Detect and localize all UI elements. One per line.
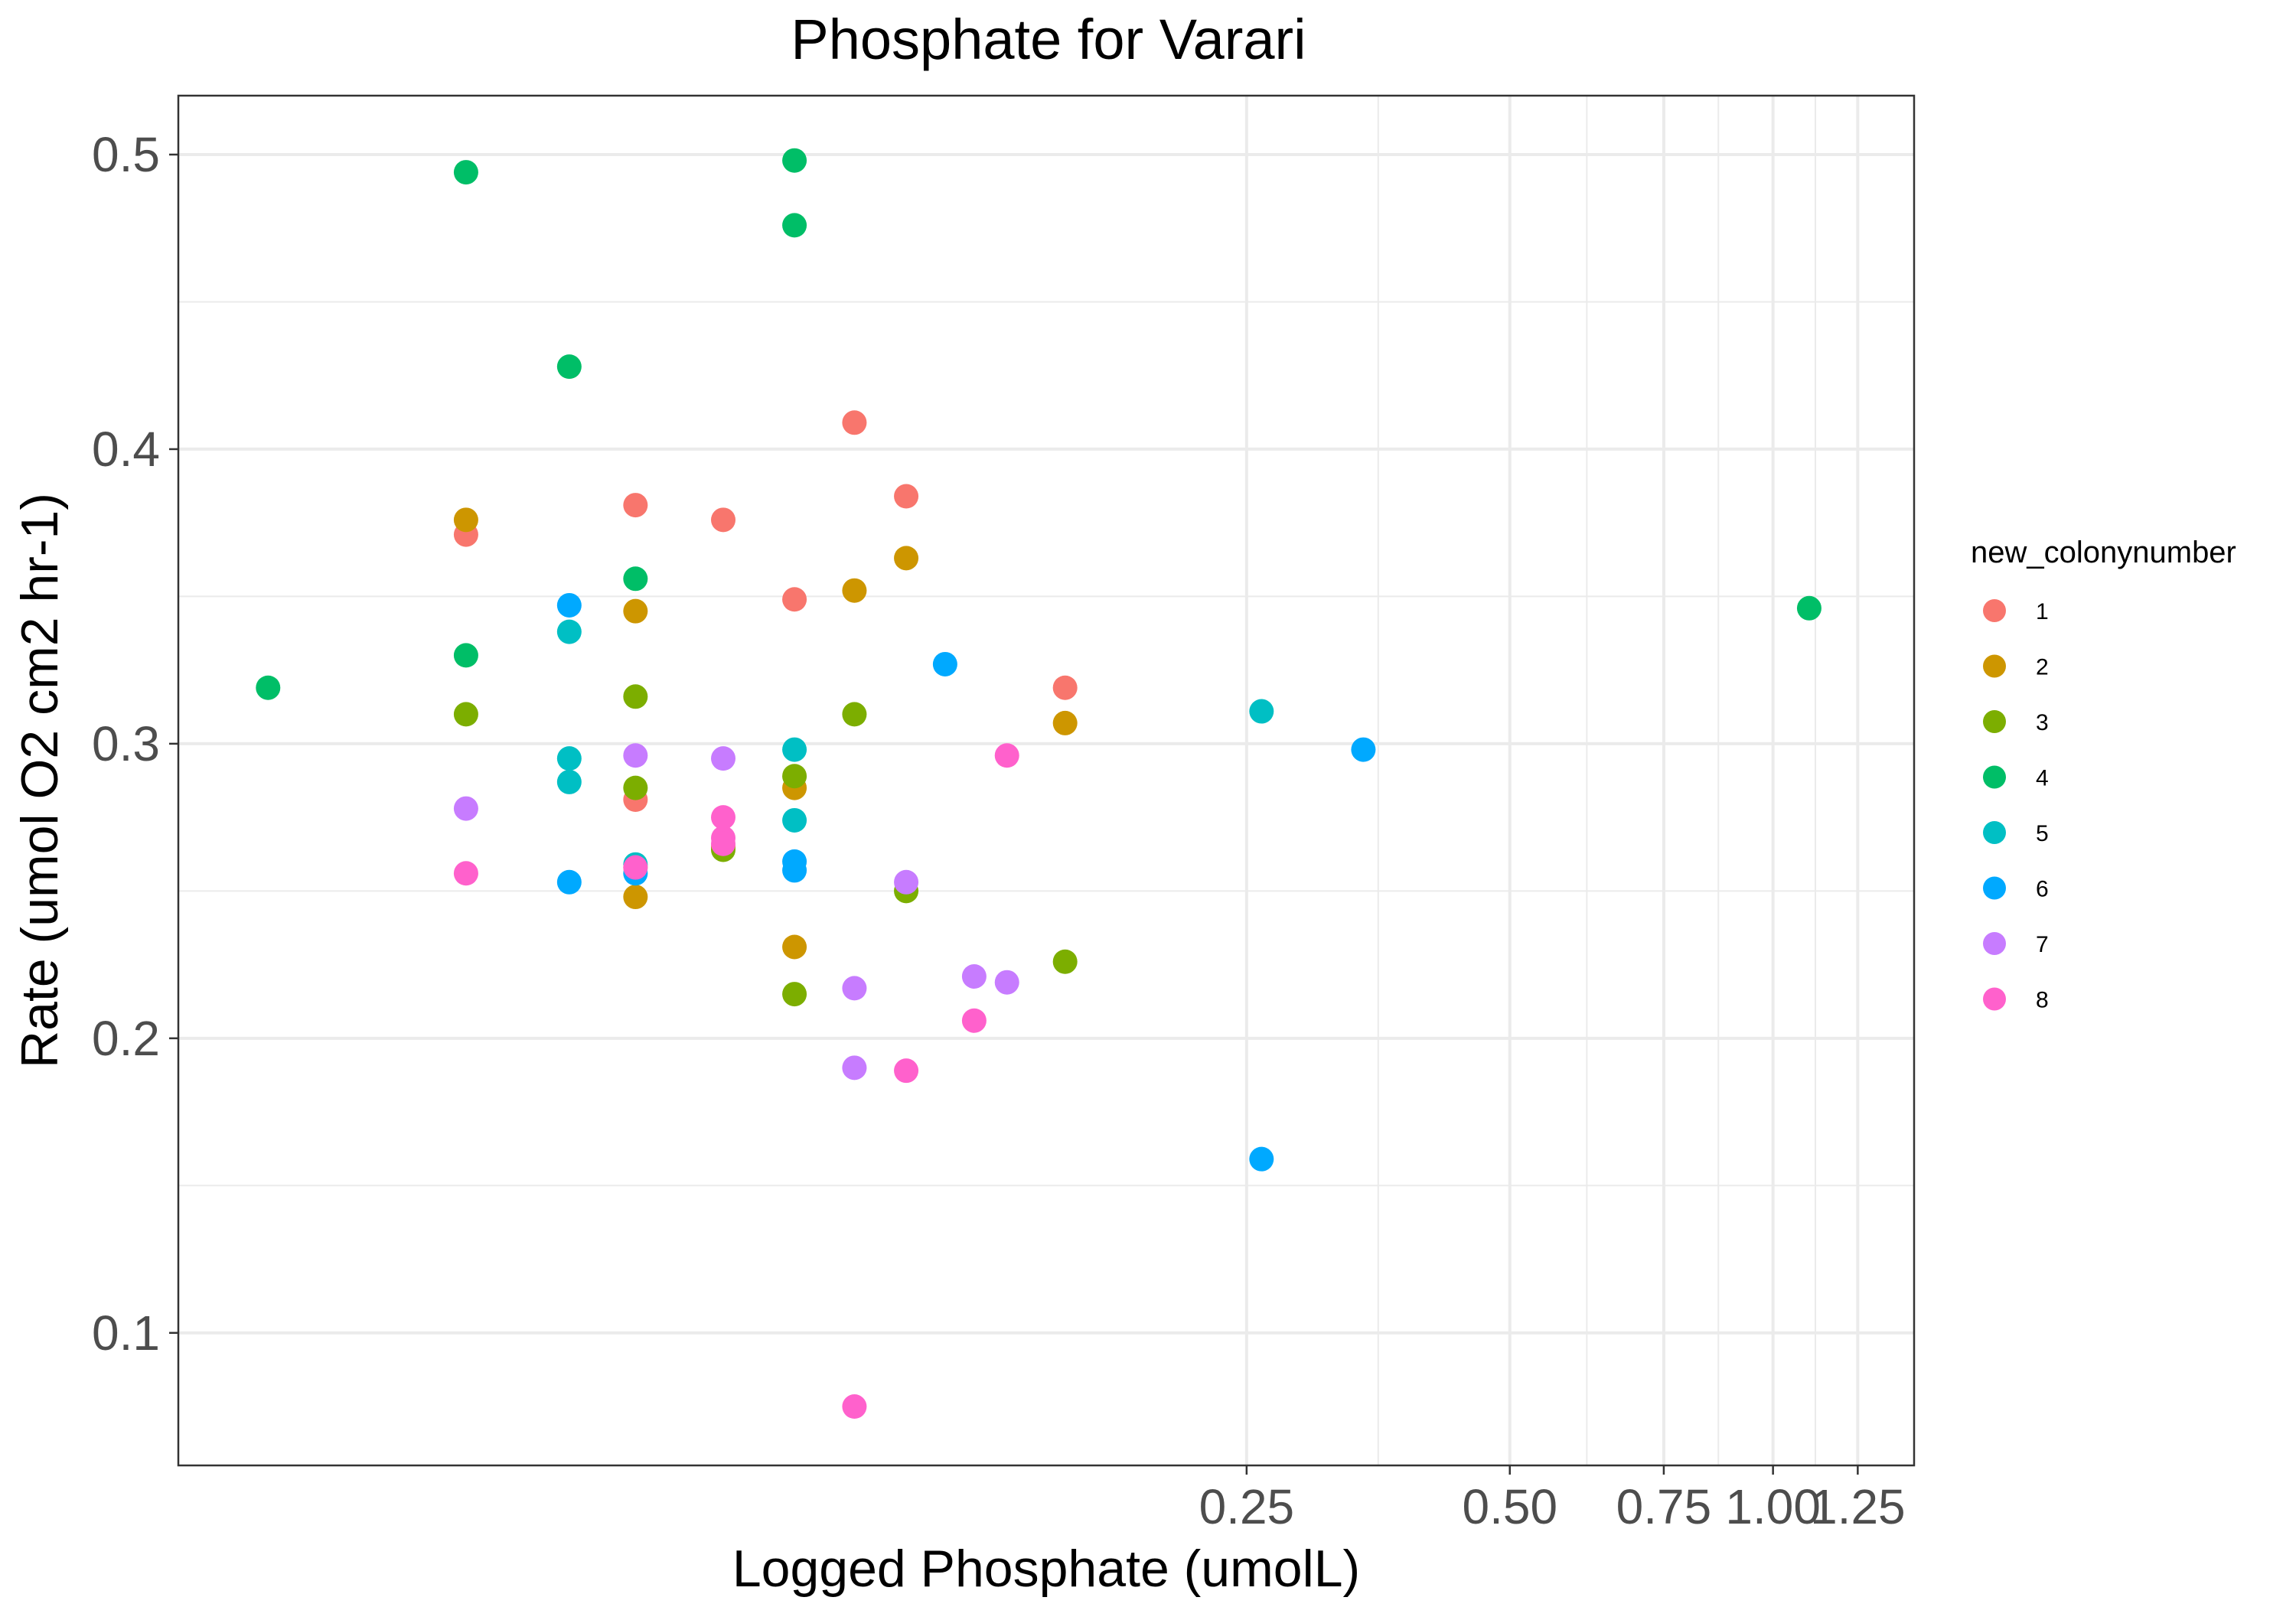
data-point-colony-5 <box>782 737 807 762</box>
legend: new_colonynumber 1 2 3 4 5 6 7 8 <box>1971 536 2236 1013</box>
data-point-colony-5 <box>782 807 807 833</box>
legend-key-4 <box>1983 765 2006 789</box>
data-point-colony-6 <box>1351 737 1376 762</box>
x-tick-label: 0.25 <box>1199 1479 1295 1534</box>
data-point-colony-3 <box>842 702 867 727</box>
data-point-colony-8 <box>623 855 648 880</box>
legend-key-3 <box>1983 710 2006 733</box>
legend-label-1: 1 <box>2036 599 2049 624</box>
x-axis-title: Logged Phosphate (umolL) <box>732 1540 1360 1598</box>
y-tick-label: 0.3 <box>92 716 160 771</box>
y-axis-title: Rate (umol O2 cm2 hr-1) <box>11 493 69 1068</box>
legend-key-8 <box>1983 987 2006 1011</box>
data-point-colony-3 <box>1052 949 1078 974</box>
data-point-colony-7 <box>623 743 648 768</box>
data-point-colony-7 <box>842 976 867 1001</box>
data-point-colony-7 <box>711 746 736 771</box>
x-axis: 0.25 0.50 0.75 1.001.25 <box>1199 1465 1906 1534</box>
data-point-colony-4 <box>623 566 648 592</box>
legend-key-1 <box>1983 599 2006 622</box>
data-point-colony-4 <box>256 675 281 700</box>
data-point-colony-8 <box>711 805 736 830</box>
data-point-colony-7 <box>453 796 478 821</box>
legend-label-7: 7 <box>2036 932 2049 957</box>
data-points <box>256 148 1821 1420</box>
data-point-colony-6 <box>782 858 807 883</box>
y-tick-label: 0.1 <box>92 1305 160 1361</box>
data-point-colony-1 <box>842 410 867 435</box>
y-tick-label: 0.5 <box>92 127 160 182</box>
x-tick-label: 0.75 <box>1616 1479 1712 1534</box>
data-point-colony-3 <box>782 764 807 789</box>
legend-label-2: 2 <box>2036 655 2049 680</box>
data-point-colony-7 <box>894 869 919 895</box>
y-tick-label: 0.4 <box>92 422 160 477</box>
data-point-colony-7 <box>961 963 987 989</box>
legend-key-2 <box>1983 654 2006 678</box>
data-point-colony-8 <box>842 1394 867 1420</box>
data-point-colony-2 <box>453 507 478 533</box>
data-point-colony-6 <box>556 592 582 618</box>
data-point-colony-2 <box>1052 710 1078 735</box>
data-point-colony-8 <box>453 861 478 886</box>
x-tick-label: 1.25 <box>1810 1479 1906 1534</box>
legend-label-5: 5 <box>2036 821 2049 846</box>
data-point-colony-1 <box>894 484 919 509</box>
chart-title: Phosphate for Varari <box>791 8 1306 71</box>
data-point-colony-3 <box>623 775 648 800</box>
legend-items: 1 2 3 4 5 6 7 8 <box>1983 599 2049 1013</box>
data-point-colony-5 <box>1249 699 1274 724</box>
data-point-colony-6 <box>556 869 582 895</box>
legend-label-6: 6 <box>2036 877 2049 902</box>
panel-border <box>177 94 1916 1467</box>
legend-label-4: 4 <box>2036 766 2049 791</box>
legend-key-7 <box>1983 932 2006 955</box>
data-point-colony-1 <box>711 507 736 533</box>
y-axis: 0.1 0.2 0.3 0.4 0.5 <box>92 127 178 1361</box>
y-tick-label: 0.2 <box>92 1011 160 1066</box>
data-point-colony-2 <box>894 546 919 571</box>
data-point-colony-2 <box>782 934 807 960</box>
data-point-colony-4 <box>453 160 478 185</box>
data-point-colony-4 <box>782 148 807 173</box>
x-tick-label: 0.50 <box>1462 1479 1557 1534</box>
data-point-colony-2 <box>842 578 867 603</box>
data-point-colony-3 <box>623 684 648 709</box>
data-point-colony-3 <box>453 702 478 727</box>
data-point-colony-8 <box>711 831 736 856</box>
data-point-colony-8 <box>961 1008 987 1033</box>
x-tick-label: 1.00 <box>1725 1479 1821 1534</box>
data-point-colony-4 <box>782 213 807 238</box>
data-point-colony-1 <box>623 493 648 518</box>
data-point-colony-1 <box>1052 675 1078 700</box>
data-point-colony-5 <box>556 746 582 771</box>
data-point-colony-6 <box>932 651 957 676</box>
data-point-colony-8 <box>994 743 1019 768</box>
legend-title: new_colonynumber <box>1971 536 2236 569</box>
data-point-colony-4 <box>556 354 582 380</box>
data-point-colony-6 <box>1249 1146 1274 1172</box>
data-point-colony-7 <box>842 1055 867 1081</box>
legend-label-3: 3 <box>2036 710 2049 735</box>
data-point-colony-1 <box>782 587 807 612</box>
legend-key-6 <box>1983 876 2006 900</box>
plot-panel <box>178 96 1914 1465</box>
data-point-colony-3 <box>782 982 807 1007</box>
data-point-colony-2 <box>623 885 648 910</box>
data-point-colony-8 <box>894 1058 919 1084</box>
data-point-colony-5 <box>556 769 582 794</box>
data-point-colony-7 <box>994 970 1019 995</box>
legend-label-8: 8 <box>2036 988 2049 1013</box>
data-point-colony-5 <box>556 619 582 644</box>
data-point-colony-4 <box>453 643 478 668</box>
data-point-colony-2 <box>623 598 648 624</box>
grid-lines <box>178 96 1914 1465</box>
data-point-colony-4 <box>1796 595 1821 621</box>
legend-key-5 <box>1983 821 2006 844</box>
